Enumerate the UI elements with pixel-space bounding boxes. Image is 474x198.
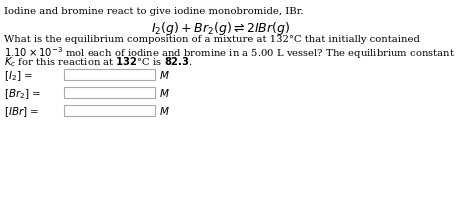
Text: What is the equilibrium composition of a mixture at 132°C that initially contain: What is the equilibrium composition of a… bbox=[4, 35, 420, 44]
Text: $1.10 \times 10^{-3}$ mol each of iodine and bromine in a 5.00 L vessel? The equ: $1.10 \times 10^{-3}$ mol each of iodine… bbox=[4, 45, 455, 61]
Text: $\mathit{K_c}$ for this reaction at $\mathbf{132}$°C is $\mathbf{82.3}$.: $\mathit{K_c}$ for this reaction at $\ma… bbox=[4, 55, 193, 69]
FancyBboxPatch shape bbox=[64, 87, 155, 97]
Text: Iodine and bromine react to give iodine monobromide, IBr.: Iodine and bromine react to give iodine … bbox=[4, 7, 303, 16]
FancyBboxPatch shape bbox=[64, 69, 155, 80]
Text: $[Br_2]$ =: $[Br_2]$ = bbox=[4, 87, 41, 101]
FancyBboxPatch shape bbox=[64, 105, 155, 115]
Text: $[IBr]$ =: $[IBr]$ = bbox=[4, 105, 39, 119]
Text: $M$: $M$ bbox=[159, 105, 170, 117]
Text: $M$: $M$ bbox=[159, 69, 170, 81]
Text: $I_2(g) + Br_2(g) \rightleftharpoons 2IBr(g)$: $I_2(g) + Br_2(g) \rightleftharpoons 2IB… bbox=[151, 20, 290, 37]
Text: $[I_2]$ =: $[I_2]$ = bbox=[4, 69, 33, 83]
Text: $M$: $M$ bbox=[159, 87, 170, 99]
